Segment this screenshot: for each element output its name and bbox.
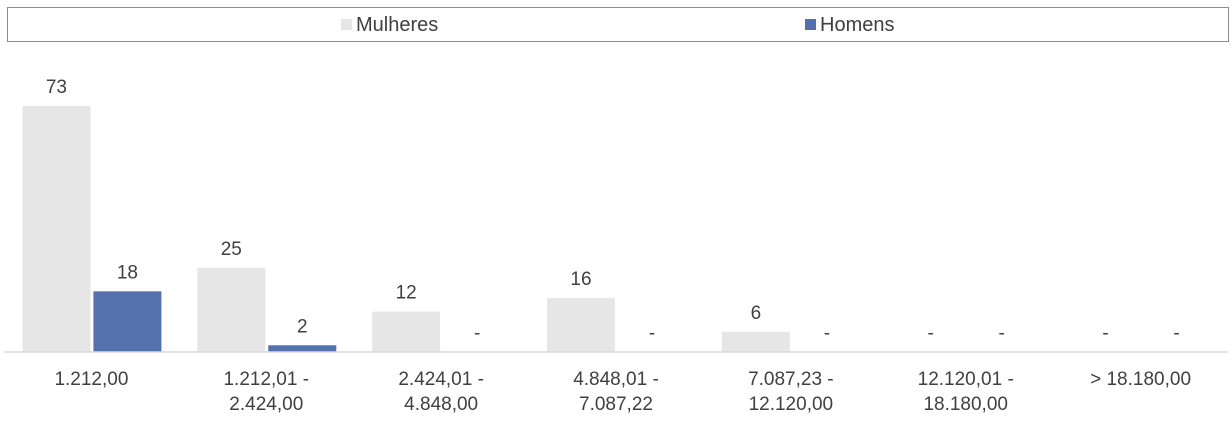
bar-mulheres-4 xyxy=(721,331,790,352)
x-tick-label-1-0: 1.212,01 - xyxy=(223,369,309,390)
legend-item-mulheres[interactable]: Mulheres xyxy=(341,15,438,35)
x-tick-label-0-0: 1.212,00 xyxy=(54,369,128,390)
legend-label-mulheres: Mulheres xyxy=(356,14,439,36)
data-label-homens-5: - xyxy=(999,323,1005,344)
data-label-mulheres-6: - xyxy=(1102,323,1108,344)
legend-item-homens[interactable]: Homens xyxy=(805,15,894,35)
legend: Mulheres Homens xyxy=(7,7,1229,42)
x-tick-label-1-1: 2.424,00 xyxy=(229,394,303,415)
data-label-mulheres-2: 12 xyxy=(396,283,417,304)
data-label-homens-1: 2 xyxy=(297,316,308,337)
legend-label-homens: Homens xyxy=(820,14,895,36)
x-tick-label-3-1: 7.087,22 xyxy=(579,394,653,415)
x-tick-label-2-0: 2.424,01 - xyxy=(398,369,484,390)
x-tick-label-2-1: 4.848,00 xyxy=(404,394,478,415)
x-tick-label-4-0: 7.087,23 - xyxy=(748,369,834,390)
data-label-homens-2: - xyxy=(474,323,480,344)
x-tick-label-4-1: 12.120,00 xyxy=(749,394,834,415)
bar-homens-0 xyxy=(93,291,162,352)
legend-swatch-homens xyxy=(805,19,816,30)
x-tick-label-5-1: 18.180,00 xyxy=(923,394,1008,415)
data-label-mulheres-5: - xyxy=(928,323,934,344)
legend-swatch-mulheres xyxy=(341,19,352,30)
x-tick-label-3-0: 4.848,01 - xyxy=(573,369,659,390)
data-label-homens-3: - xyxy=(649,323,655,344)
data-label-homens-6: - xyxy=(1173,323,1179,344)
data-label-mulheres-3: 16 xyxy=(570,269,591,290)
bar-homens-1 xyxy=(268,345,337,352)
data-label-homens-0: 18 xyxy=(117,262,138,283)
bar-mulheres-3 xyxy=(547,298,615,352)
data-label-mulheres-4: 6 xyxy=(751,303,762,324)
bar-mulheres-1 xyxy=(197,267,266,352)
bar-mulheres-0 xyxy=(22,106,91,352)
data-label-mulheres-0: 73 xyxy=(46,77,67,98)
bar-mulheres-2 xyxy=(372,311,441,352)
x-tick-label-5-0: 12.120,01 - xyxy=(918,369,1014,390)
x-tick-label-6-0: > 18.180,00 xyxy=(1090,369,1191,390)
data-label-mulheres-1: 25 xyxy=(221,239,242,260)
data-label-homens-4: - xyxy=(824,323,830,344)
